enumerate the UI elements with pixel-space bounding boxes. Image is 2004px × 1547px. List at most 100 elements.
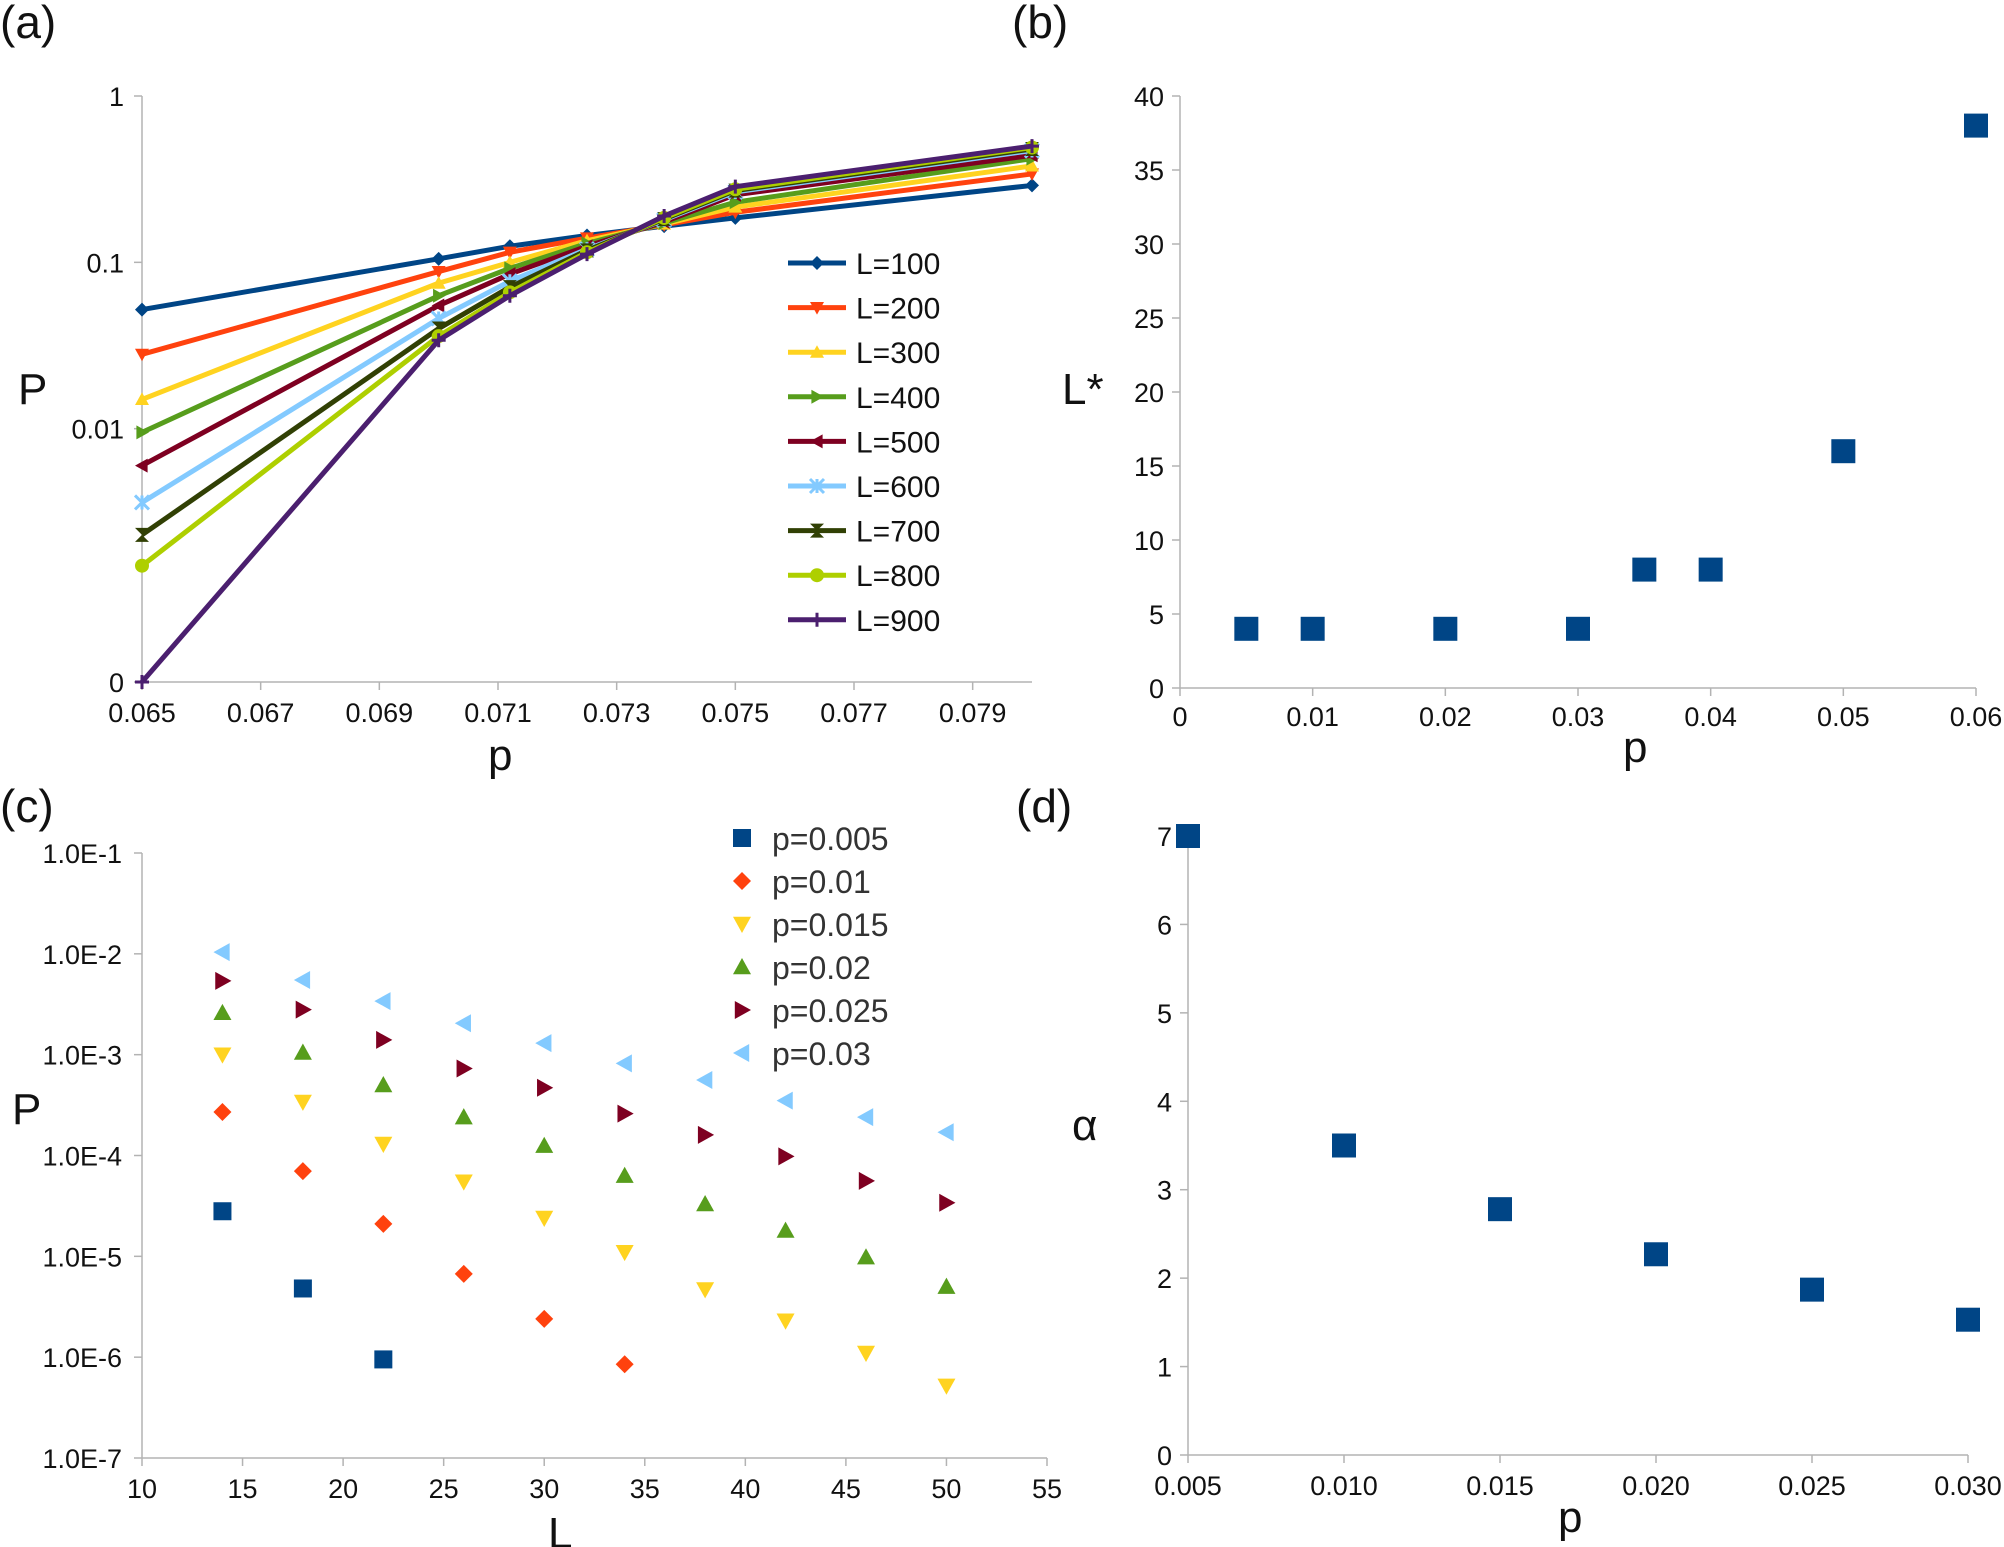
panel-c-data-point <box>696 1195 715 1212</box>
panel-a-legend-label: L=600 <box>856 471 940 504</box>
panel-a-data-point <box>431 298 445 313</box>
panel-a-data-point <box>729 195 743 210</box>
panel-a-legend-label: L=500 <box>856 426 940 459</box>
panel-c-ytick-label: 1.0E-3 <box>42 1041 122 1071</box>
panel-c-data-point <box>937 1123 954 1142</box>
panel-c-data-point <box>857 1108 874 1127</box>
panel-d-data-point <box>1488 1197 1512 1222</box>
panel-c-data-point <box>776 1091 793 1110</box>
panel-c-data-point <box>374 1076 393 1093</box>
panel-a-ylabel: P <box>18 365 47 414</box>
panel-d-xtick-label: 0.015 <box>1466 1471 1534 1501</box>
panel-a-legend-label: L=400 <box>856 382 940 415</box>
panel-a-data-point <box>431 251 446 266</box>
panel-a-data-point <box>728 200 743 213</box>
panel-a-data-point <box>135 675 149 689</box>
panel-c-xtick-label: 25 <box>429 1474 459 1504</box>
panel-a-data-point <box>431 265 446 279</box>
panel-b-ytick-label: 5 <box>1149 600 1164 630</box>
panel-d-ytick-label: 3 <box>1157 1176 1172 1206</box>
panel-c-data-point <box>858 1171 875 1190</box>
panel-c-plot: 1.0E-7 1.0E-6 1.0E-5 1.0E-4 1.0E-3 1.0E-2 1.0E… <box>42 821 1062 1504</box>
panel-c-data-point <box>696 1282 715 1299</box>
panel-b-xtick-label: 0.02 <box>1419 702 1472 732</box>
panel-c-data-point <box>293 1279 312 1298</box>
panel-a-legend-marker <box>810 256 824 270</box>
panel-a-data-point <box>502 246 517 260</box>
panel-a-data-point <box>135 302 149 317</box>
panel-b-ytick-label: 25 <box>1134 304 1164 334</box>
panel-c-data-point <box>776 1221 795 1238</box>
panel-a-data-point <box>728 179 743 194</box>
panel-b-data-point <box>1566 616 1590 641</box>
panel-a-data-point <box>1025 158 1039 172</box>
panel-a-xtick-label: 0.075 <box>702 698 770 728</box>
panel-c-ytick-label: 1.0E-1 <box>42 839 122 869</box>
panel-c-data-point <box>293 1162 312 1181</box>
panel-a-data-point <box>135 348 149 362</box>
panel-d-ytick-label: 7 <box>1157 822 1172 852</box>
panel-a-legend-label: L=100 <box>856 248 940 281</box>
panel-a-legend-marker <box>810 612 824 627</box>
panel-c-xtick-label: 45 <box>831 1474 861 1504</box>
panel-b-data-point <box>1300 616 1325 641</box>
panel-b-data-point <box>1964 113 1988 138</box>
panel-c-data-point <box>615 1054 632 1073</box>
panel-a-legend-marker <box>811 389 824 404</box>
panel-c-legend-label: p=0.025 <box>772 993 889 1029</box>
panel-c-ytick-label: 1.0E-6 <box>42 1343 122 1373</box>
panel-b-xtick-label: 0.04 <box>1684 702 1737 732</box>
panel-c-legend-marker <box>734 1001 751 1019</box>
panel-c-data-point <box>293 971 311 990</box>
panel-d-xlabel: p <box>1558 1493 1582 1542</box>
panel-c-data-point <box>535 1210 554 1227</box>
panel-label-a: (a) <box>0 0 56 48</box>
panel-a-xtick-label: 0.077 <box>820 698 888 728</box>
panel-a-data-point <box>135 558 149 573</box>
panel-b-data-point <box>1831 439 1856 464</box>
panel-b-xtick-label: 0 <box>1172 702 1187 732</box>
panel-a-data-point <box>135 527 149 542</box>
panel-b-ytick-label: 15 <box>1134 452 1164 482</box>
panel-b-data-point <box>1433 616 1458 641</box>
panel-a-ytick-label: 0.01 <box>71 415 124 445</box>
panel-c-legend-marker <box>733 872 751 890</box>
panel-a-xtick-label: 0.067 <box>227 698 295 728</box>
panel-c-data-point <box>213 1202 232 1221</box>
panel-a-xtick-label: 0.073 <box>583 698 651 728</box>
panel-d-ytick-label: 5 <box>1157 999 1172 1029</box>
panel-a-legend-marker <box>810 523 824 538</box>
panel-b-data-point <box>1234 616 1259 641</box>
panel-a-xlabel: p <box>488 731 512 780</box>
panel-d-data-point <box>1176 824 1200 848</box>
panel-a-xtick-label: 0.071 <box>464 698 532 728</box>
panel-a-legend-marker <box>808 477 826 495</box>
panel-a-data-point <box>1025 178 1039 193</box>
panel-a-legend-marker <box>810 345 824 358</box>
panel-d-xtick-label: 0.030 <box>1934 1471 2002 1501</box>
panel-c-data-point <box>374 1350 393 1369</box>
panel-b-data-point <box>1698 557 1723 582</box>
panel-a-legend-label: L=300 <box>856 337 940 370</box>
panel-a-xtick-label: 0.065 <box>108 698 176 728</box>
panel-c-data-point <box>776 1313 795 1330</box>
panel-b-xtick-label: 0.03 <box>1552 702 1605 732</box>
panel-c-data-point <box>454 1174 473 1191</box>
panel-c-data-point <box>376 1030 393 1049</box>
panel-b-ytick-label: 0 <box>1149 674 1164 704</box>
panel-a-legend-label: L=200 <box>856 293 940 326</box>
panel-a-data-point <box>1025 139 1039 154</box>
panel-c-data-point <box>615 1166 634 1183</box>
panel-c-xtick-label: 10 <box>127 1474 157 1504</box>
panel-d-xtick-label: 0.010 <box>1310 1471 1378 1501</box>
panel-d-xtick-label: 0.025 <box>1778 1471 1846 1501</box>
panel-c-data-point <box>937 1378 956 1395</box>
panel-c-data-point <box>615 1244 634 1262</box>
panel-b-data-point <box>1632 557 1657 582</box>
panel-c-data-point <box>454 1264 473 1283</box>
panel-c-legend-marker <box>733 958 751 975</box>
panel-d-ytick-label: 2 <box>1157 1264 1172 1294</box>
panel-a-legend-label: L=900 <box>856 605 940 638</box>
panel-a-xtick-label: 0.079 <box>939 698 1007 728</box>
panel-a-ytick-label: 0.1 <box>86 248 124 278</box>
